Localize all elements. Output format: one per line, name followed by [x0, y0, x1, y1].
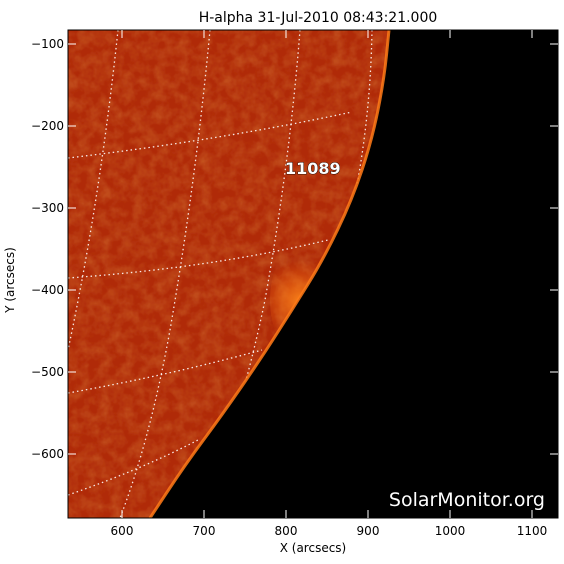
watermark-text: SolarMonitor.org [389, 489, 545, 511]
x-tick-label: 800 [275, 524, 298, 538]
y-axis-ticks: −100 −200 −300 −400 −500 −600 [31, 37, 558, 461]
x-tick-label: 900 [357, 524, 380, 538]
grid-line [68, 111, 353, 159]
x-tick-label: 600 [111, 524, 134, 538]
x-axis-title: X (arcsecs) [280, 541, 347, 555]
y-tick-label: −100 [31, 37, 64, 51]
y-tick-label: −600 [31, 447, 64, 461]
active-region-label: 11089 [285, 159, 341, 178]
heliographic-grid [68, 30, 373, 518]
image-title: H-alpha 31-Jul-2010 08:43:21.000 [199, 10, 438, 26]
grid-line [339, 30, 373, 261]
y-tick-label: −400 [31, 283, 64, 297]
x-tick-label: 1100 [517, 524, 548, 538]
solar-limb [148, 30, 391, 518]
x-tick-label: 1000 [435, 524, 466, 538]
y-tick-label: −300 [31, 201, 64, 215]
y-tick-label: −200 [31, 119, 64, 133]
plot-frame [67, 29, 559, 519]
x-tick-label: 700 [193, 524, 216, 538]
grid-line [68, 439, 199, 496]
y-tick-label: −500 [31, 365, 64, 379]
x-axis-ticks: 600 700 800 900 1000 1100 [111, 30, 548, 538]
y-axis-title: Y (arcsecs) [3, 247, 17, 314]
